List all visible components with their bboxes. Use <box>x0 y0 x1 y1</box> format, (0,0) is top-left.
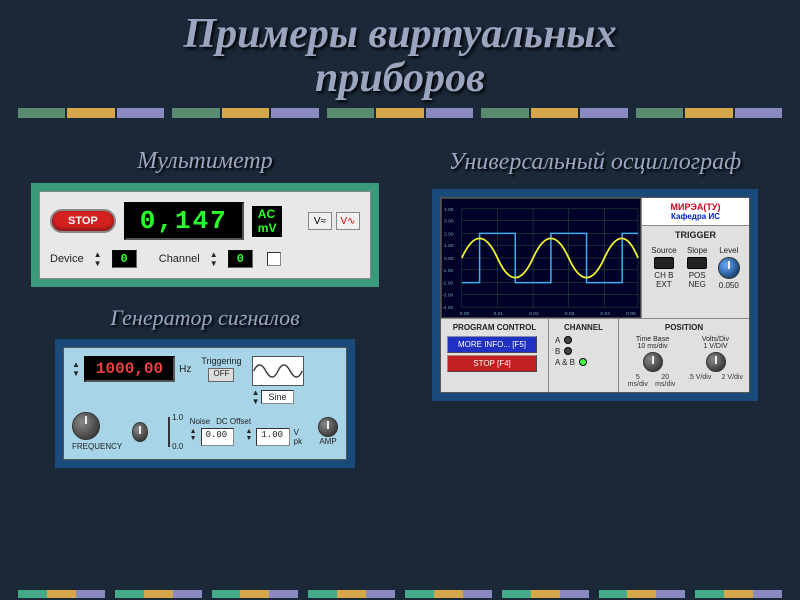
svg-text:-1.00: -1.00 <box>442 268 454 274</box>
channel-label: Channel <box>159 253 200 265</box>
noise-label: Noise <box>190 417 210 426</box>
svg-text:3.00: 3.00 <box>444 219 454 225</box>
channel-ab-lamp[interactable] <box>579 358 587 366</box>
svg-text:0.01: 0.01 <box>493 311 503 317</box>
channel-b-lamp[interactable] <box>564 347 572 355</box>
more-info-button[interactable]: MORE INFO... [F5] <box>447 336 537 353</box>
device-value[interactable]: 0 <box>112 250 137 268</box>
siggen-heading: Генератор сигналов <box>20 305 390 331</box>
amp-label: AMP <box>318 437 338 446</box>
wave-select[interactable]: Sine <box>261 390 293 404</box>
trigger-slope-switch[interactable] <box>687 257 707 269</box>
multimeter-reading: 0,147 <box>124 202 244 240</box>
fine-knob[interactable] <box>132 422 148 442</box>
svg-text:0.00: 0.00 <box>444 256 454 262</box>
device-label: Device <box>50 253 84 265</box>
multimeter-heading: Мультиметр <box>20 148 390 175</box>
oscilloscope-panel: 4.00 3.00 2.00 1.00 0.00 -1.00 -2.00 -3.00 -4.00… <box>432 189 758 401</box>
amp-scale: 1.0 0.0 <box>158 417 180 447</box>
svg-text:-3.00: -3.00 <box>442 292 454 298</box>
page-title: Примеры виртуальных приборов <box>0 0 800 100</box>
freq-knob-label: FREQUENCY <box>72 442 122 451</box>
svg-text:0.02: 0.02 <box>529 311 539 317</box>
svg-text:-4.00: -4.00 <box>442 305 454 311</box>
freq-display: 1000,00 <box>84 356 175 382</box>
timebase-knob[interactable] <box>643 352 663 372</box>
mode-ac-button[interactable]: V≈ <box>308 212 332 230</box>
trigger-toggle[interactable]: OFF <box>208 368 234 382</box>
siggen-panel: ▲▼ 1000,00 Hz Triggering OFF <box>55 339 355 468</box>
volts-knob[interactable] <box>706 352 726 372</box>
multimeter-panel: STOP 0,147 ACmV V≈ V∿ Device ▲▼ 0 Channe… <box>31 183 379 287</box>
svg-text:0.04: 0.04 <box>600 311 610 317</box>
frequency-knob[interactable] <box>72 412 100 440</box>
waveform-preview <box>252 356 304 386</box>
svg-text:4.00: 4.00 <box>444 207 454 213</box>
dcoffset-label: DC Offset <box>216 417 251 426</box>
dcoffset-input[interactable]: 0.00 <box>201 428 234 446</box>
multimeter-mode: ACmV <box>252 206 283 237</box>
svg-text:2.00: 2.00 <box>444 231 454 237</box>
svg-text:0.05: 0.05 <box>626 311 636 317</box>
osc-screen: 4.00 3.00 2.00 1.00 0.00 -1.00 -2.00 -3.00 -4.00… <box>441 198 641 318</box>
osc-logo: МИРЭА(ТУ) Кафедра ИС <box>642 198 749 225</box>
freq-unit: Hz <box>179 364 191 375</box>
trigger-label: Triggering <box>201 356 241 366</box>
trigger-panel: TRIGGER Source CH B EXT Slope <box>642 225 749 318</box>
title-line1: Примеры виртуальных <box>183 11 616 57</box>
svg-text:0.03: 0.03 <box>565 311 575 317</box>
trigger-source-switch[interactable] <box>654 257 674 269</box>
svg-text:-2.00: -2.00 <box>442 281 454 287</box>
divider-top <box>18 108 782 118</box>
amp-knob[interactable] <box>318 417 338 437</box>
channel-a-lamp[interactable] <box>564 336 572 344</box>
osc-heading: Универсальный осциллограф <box>410 148 780 177</box>
mode-wave-button[interactable]: V∿ <box>336 212 360 230</box>
svg-text:0.00: 0.00 <box>460 311 470 317</box>
title-line2: приборов <box>315 55 485 101</box>
osc-stop-button[interactable]: STOP [F4] <box>447 355 537 372</box>
channel-dropdown-icon[interactable] <box>267 252 281 266</box>
stop-button[interactable]: STOP <box>50 209 116 233</box>
vpk-input[interactable]: 1.00 <box>256 428 289 446</box>
channel-value[interactable]: 0 <box>228 250 253 268</box>
trigger-level-knob[interactable] <box>718 257 740 279</box>
svg-text:1.00: 1.00 <box>444 243 454 249</box>
divider-bottom <box>18 590 782 598</box>
